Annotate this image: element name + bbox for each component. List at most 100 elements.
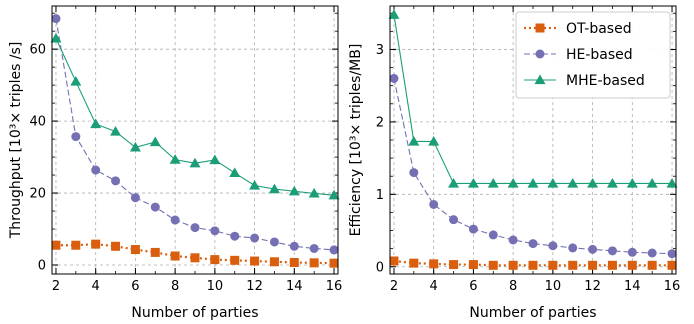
data-point (588, 260, 598, 270)
data-point (428, 135, 440, 146)
data-point (250, 233, 260, 243)
data-point (130, 193, 140, 203)
data-point (627, 247, 637, 257)
data-point (91, 239, 101, 249)
data-point (110, 126, 122, 136)
data-point (528, 260, 538, 270)
legend-label: MHE-based (566, 73, 645, 89)
x-axis-label: Number of parties (131, 305, 258, 321)
plot-frame (51, 5, 339, 275)
data-point (111, 241, 121, 251)
data-point (449, 215, 459, 225)
x-tick-label: 10 (207, 279, 224, 294)
data-point (588, 244, 598, 254)
data-point (189, 157, 201, 168)
data-point (269, 257, 279, 267)
data-point (170, 251, 180, 261)
data-point (647, 260, 657, 270)
data-point (229, 167, 241, 178)
data-point (627, 260, 637, 270)
data-point (309, 243, 319, 253)
data-point (666, 177, 678, 188)
data-point (548, 241, 558, 251)
y-tick-label: 0 (38, 259, 46, 274)
x-tick-label: 12 (246, 279, 263, 294)
legend-label: HE-based (566, 47, 633, 63)
x-axis-label: Number of parties (469, 305, 596, 321)
data-point (130, 245, 140, 255)
x-tick-label: 4 (430, 279, 438, 294)
x-tick-label: 2 (390, 279, 398, 294)
series-ot-based (51, 239, 339, 268)
data-point (626, 177, 638, 188)
x-tick-label: 4 (92, 279, 100, 294)
data-point (190, 253, 200, 263)
data-point (528, 239, 538, 249)
data-point (91, 165, 101, 175)
data-point (409, 168, 419, 178)
data-point (230, 231, 240, 241)
data-point (487, 177, 499, 188)
data-point (667, 249, 677, 259)
data-point (389, 256, 399, 266)
x-tick-label: 8 (509, 279, 517, 294)
data-point (129, 141, 141, 152)
x-tick-label: 8 (171, 279, 179, 294)
data-point (169, 154, 181, 164)
series-mhe-based (388, 9, 678, 188)
y-tick-label: 20 (29, 187, 46, 202)
data-point (468, 224, 478, 234)
legend-marker (535, 23, 545, 33)
y-tick-label: 1 (376, 188, 384, 203)
data-point (467, 177, 479, 188)
data-point (309, 258, 319, 268)
data-point (567, 177, 579, 188)
data-point (90, 118, 102, 129)
x-tick-label: 16 (664, 279, 681, 294)
y-tick-label: 40 (29, 115, 46, 130)
data-point (210, 255, 220, 265)
data-point (111, 176, 121, 186)
data-point (389, 73, 399, 83)
data-point (547, 177, 559, 188)
data-point (289, 257, 299, 267)
data-point (408, 135, 420, 146)
data-point (288, 185, 300, 196)
y-tick-label: 3 (376, 43, 384, 58)
y-tick-label: 0 (376, 260, 384, 275)
throughput-plot: 2 4 6 8 10 12 14 16 0 20 40 60 Number of parties Thro… (8, 5, 342, 321)
legend: OT-based HE-based MHE-based (515, 11, 671, 99)
data-point (150, 202, 160, 212)
legend-marker (535, 49, 545, 59)
data-point (568, 243, 578, 253)
data-point (308, 187, 320, 198)
data-point (647, 248, 657, 258)
data-point (250, 256, 260, 266)
series-he-based (51, 14, 339, 255)
x-tick-label: 14 (624, 279, 641, 294)
data-point (429, 259, 439, 269)
x-tick-label: 12 (584, 279, 601, 294)
data-point (150, 247, 160, 257)
data-point (488, 230, 498, 240)
y-tick-label: 2 (376, 115, 384, 130)
data-point (527, 177, 539, 188)
x-tick-label: 6 (131, 279, 139, 294)
data-point (70, 76, 82, 86)
data-point (548, 260, 558, 270)
data-point (587, 177, 599, 188)
data-point (170, 215, 180, 225)
data-point (409, 258, 419, 268)
y-tick-label: 60 (29, 43, 46, 58)
data-point (607, 260, 617, 270)
x-tick-label: 10 (545, 279, 562, 294)
y-axis-label: Throughput [10³× triples /s] (8, 42, 24, 240)
data-point (51, 240, 61, 250)
data-point (50, 32, 62, 43)
data-point (449, 260, 459, 270)
data-point (508, 260, 518, 270)
plot-frame (389, 5, 677, 275)
legend-box (515, 11, 671, 99)
data-point (468, 260, 478, 270)
data-point (646, 177, 658, 188)
